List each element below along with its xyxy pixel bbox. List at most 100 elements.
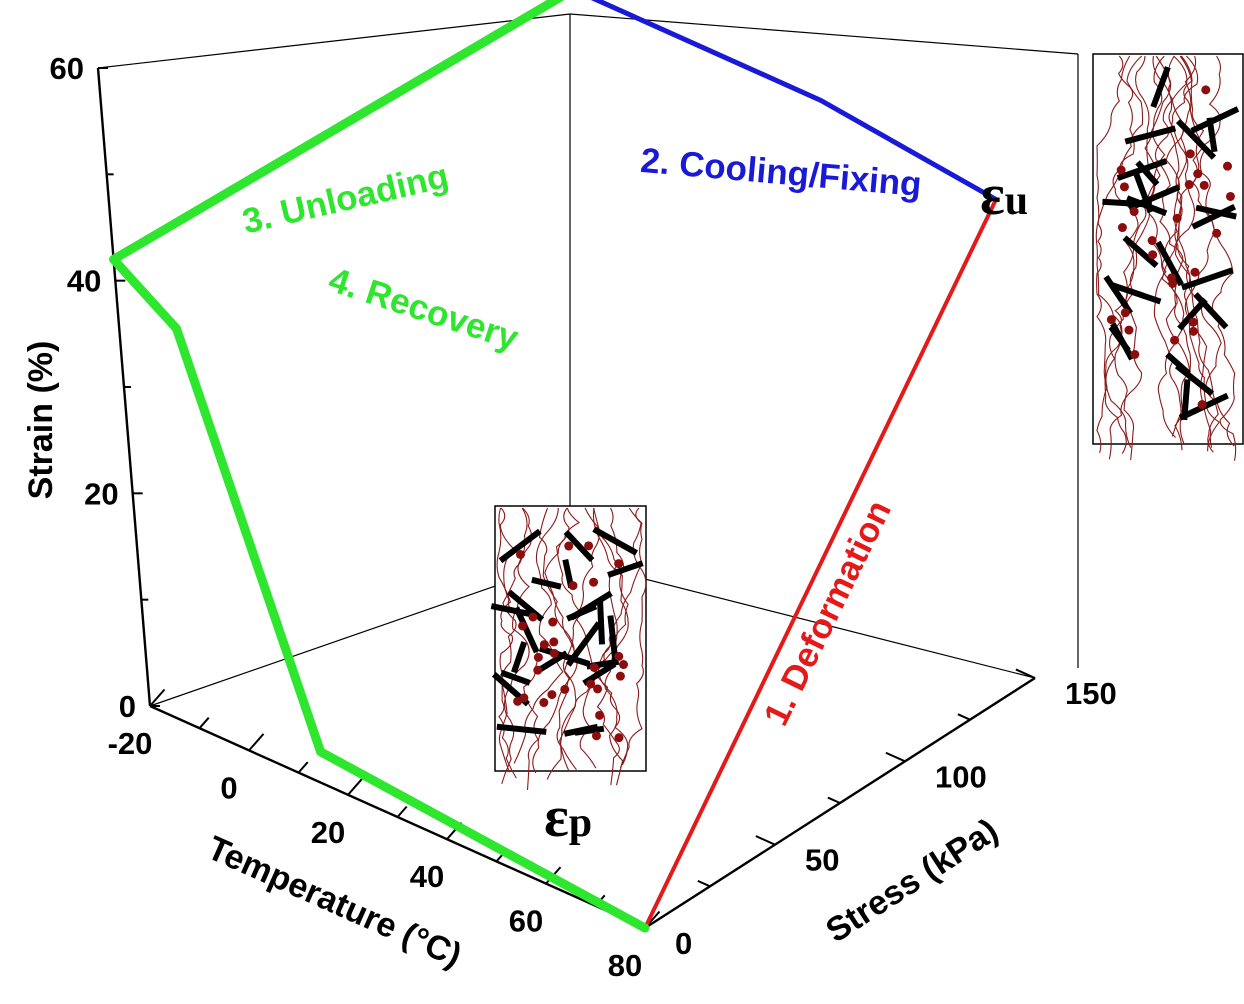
series-line-2	[590, 0, 999, 202]
y-tick	[957, 713, 971, 721]
crosslink-node	[1212, 228, 1222, 238]
crosslink-node	[589, 577, 599, 587]
crosslink-node	[1116, 165, 1126, 175]
crosslink-node	[533, 652, 543, 662]
crosslink-node	[1147, 236, 1157, 246]
crystal-segment	[1127, 184, 1181, 211]
x-tick	[396, 805, 408, 818]
crosslink-node	[515, 549, 525, 559]
y-tick-label: 50	[805, 843, 839, 878]
epsilon-u-label: εu	[980, 162, 1028, 227]
x-tick-label: -20	[108, 726, 153, 761]
crosslink-node	[619, 660, 629, 670]
crystal-segment	[1132, 169, 1154, 214]
crosslink-node	[1120, 308, 1130, 318]
crystal-segment	[1177, 297, 1208, 331]
network-chain	[1108, 55, 1172, 460]
crosslink-node	[1168, 278, 1178, 288]
crystal-segment	[607, 560, 644, 578]
crosslink-node	[560, 684, 570, 694]
panel-edges	[97, 13, 1079, 707]
crystal-segment	[592, 526, 638, 556]
epsilon-p-label: εp	[544, 784, 592, 849]
crosslink-node	[568, 581, 578, 591]
crosslink-node	[549, 648, 559, 658]
crosslink-node	[1185, 149, 1195, 159]
y-tick	[755, 835, 776, 846]
crosslink-node	[1170, 335, 1180, 345]
z-tick-label: 20	[84, 476, 118, 511]
network-chain	[532, 507, 581, 774]
crystal-segment	[565, 621, 602, 667]
crosslink-node	[614, 559, 624, 569]
label-recovery: 4. Recovery	[324, 260, 523, 358]
y-tick	[697, 879, 711, 888]
crosslink-node	[519, 693, 529, 703]
z-tick-label: 40	[67, 264, 101, 299]
crosslink-node	[1225, 191, 1235, 201]
crystal-segment	[537, 650, 569, 673]
crosslink-node	[1184, 180, 1194, 190]
floor-back-right-edge	[569, 559, 1036, 679]
z-tick-label: 0	[119, 689, 136, 724]
network-chain	[501, 507, 533, 785]
crystal-segment	[563, 529, 595, 563]
inset-unloaded-network-drawing	[490, 507, 647, 791]
y-tick	[885, 751, 906, 763]
crosslink-node	[1106, 315, 1116, 325]
crystal-segment	[1165, 351, 1191, 376]
network-chain	[592, 507, 629, 786]
network-chain	[1192, 55, 1237, 461]
network-chain	[1096, 55, 1155, 454]
network-chain	[1096, 55, 1132, 448]
crosslink-node	[539, 640, 549, 650]
inset-unloaded-network	[490, 505, 647, 791]
crosslink-node	[615, 671, 625, 681]
y-tick	[1015, 668, 1036, 679]
crosslink-node	[614, 733, 624, 743]
crosslink-node	[1193, 169, 1203, 179]
y-tick	[827, 796, 841, 804]
crosslink-node	[1223, 161, 1233, 171]
x-tick	[248, 733, 265, 752]
crosslink-node	[1130, 349, 1140, 359]
crosslink-node	[533, 665, 543, 675]
crosslink-node	[1124, 325, 1134, 335]
network-chain	[1184, 55, 1221, 452]
crosslink-node	[591, 731, 601, 741]
crosslink-node	[1201, 85, 1211, 95]
x-tick	[149, 688, 166, 707]
crosslink-node	[593, 684, 603, 694]
right-wall-top-edge	[569, 13, 1079, 55]
inset-deformed-network	[1092, 53, 1244, 461]
crosslink-node	[1117, 223, 1127, 233]
crystal-segment	[1193, 292, 1229, 330]
crosslink-node	[539, 698, 549, 708]
z-tick-label: 60	[50, 51, 84, 86]
crystal-segment	[1124, 125, 1177, 145]
crosslink-node	[1172, 213, 1182, 223]
y-axis-label: Stress (kPa)	[819, 811, 1005, 950]
network-chain	[498, 507, 528, 773]
crosslink-node	[528, 612, 538, 622]
network-chain	[1155, 55, 1199, 451]
x-tick-label: 60	[509, 904, 543, 939]
crystal-segment	[1135, 160, 1160, 187]
crystal-segment	[531, 576, 562, 590]
network-chain	[1095, 55, 1144, 454]
left-wall-top-edge	[97, 13, 571, 69]
data-series	[109, 0, 999, 933]
x-tick-label: 80	[608, 948, 642, 983]
crystal-segment	[511, 641, 528, 674]
y-tick-label: 0	[675, 926, 692, 961]
crystal-segment	[1155, 240, 1184, 287]
crosslink-node	[549, 637, 559, 647]
crosslink-node	[1129, 207, 1139, 217]
crystal-segment	[1195, 204, 1237, 220]
crystal-segment	[513, 606, 540, 654]
crystal-segment	[1110, 281, 1162, 305]
network-chain	[619, 507, 647, 769]
series-line-3	[109, 0, 565, 264]
crosslink-node	[1119, 182, 1129, 192]
